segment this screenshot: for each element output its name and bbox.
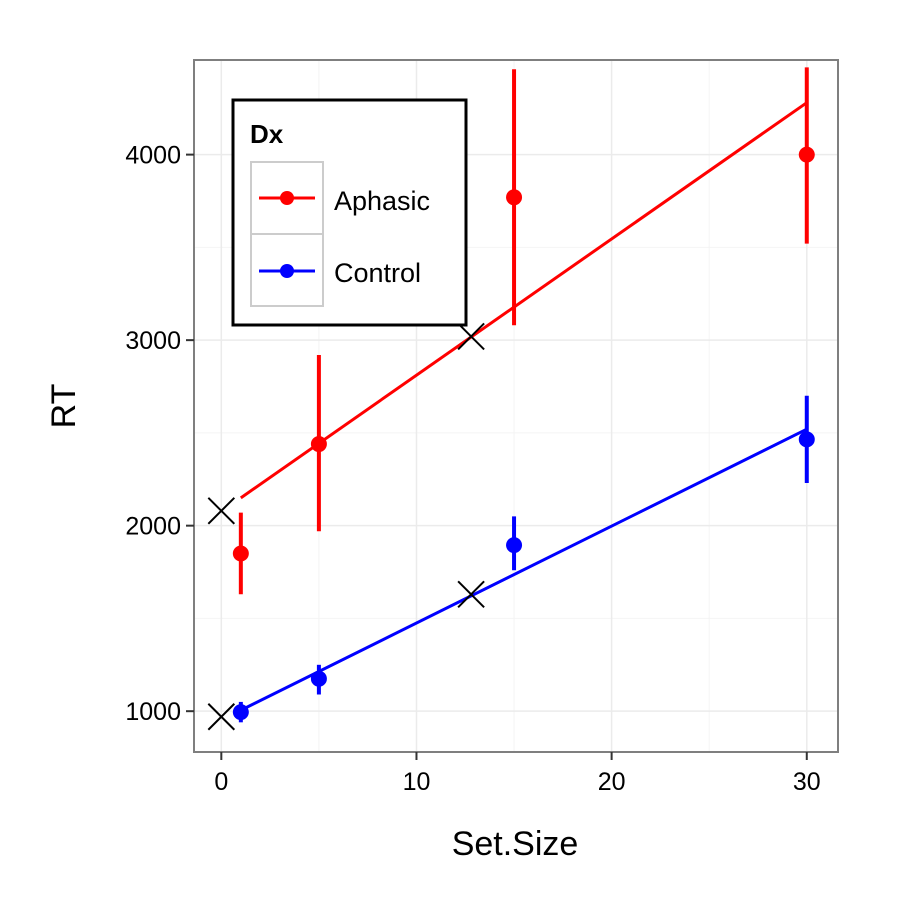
data-point-control — [310, 670, 327, 687]
legend-label-aphasic: Aphasic — [334, 186, 430, 216]
x-tick-label: 30 — [793, 768, 821, 796]
data-point-aphasic — [798, 146, 815, 163]
x-marker — [457, 580, 485, 609]
y-tick-label: 3000 — [125, 327, 181, 355]
data-point-control — [232, 704, 249, 721]
panel-border — [193, 59, 839, 753]
x-marker-stroke — [207, 703, 236, 731]
axes: 0 10 20 30 1000 2000 3000 4000 — [125, 142, 820, 796]
data-point-control — [798, 431, 815, 448]
x-tick-label: 10 — [403, 768, 431, 796]
x-marker — [457, 322, 485, 351]
fit-line-aphasic — [239, 101, 808, 500]
x-marker-stroke — [457, 580, 485, 609]
data-point-aphasic — [506, 189, 523, 206]
x-marker-stroke — [207, 497, 236, 525]
x-axis-title: Set.Size — [452, 825, 579, 863]
fit-lines — [239, 101, 808, 712]
legend-key-control-point — [280, 264, 294, 278]
x-marker — [207, 497, 236, 525]
y-tick-label: 2000 — [125, 513, 181, 541]
data-point-control — [506, 537, 523, 554]
y-tick-label: 1000 — [125, 698, 181, 726]
annotation-markers — [207, 322, 485, 731]
data-point-aphasic — [232, 545, 249, 562]
data-point-aphasic — [310, 436, 327, 453]
fit-line-control — [240, 427, 808, 712]
y-tick-label: 4000 — [125, 142, 181, 170]
x-tick-label: 0 — [214, 768, 228, 796]
x-marker-stroke — [457, 322, 485, 351]
data-points — [232, 146, 815, 721]
legend: Dx Aphasic Control — [231, 98, 468, 327]
x-tick-label: 20 — [598, 768, 626, 796]
y-axis-title: RT — [45, 384, 83, 429]
legend-title: Dx — [250, 119, 284, 149]
legend-key-aphasic-point — [280, 191, 294, 205]
legend-label-control: Control — [334, 258, 421, 288]
x-marker — [207, 703, 236, 731]
